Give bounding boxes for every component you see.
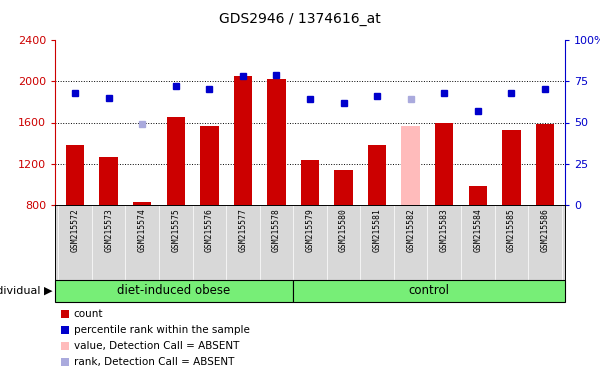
Text: GSM215585: GSM215585 [507,208,516,252]
Text: GSM215574: GSM215574 [138,208,147,252]
Bar [200,126,218,205]
Text: GSM215575: GSM215575 [171,208,180,252]
Bar [133,202,151,205]
Text: GSM215583: GSM215583 [440,208,449,252]
Bar [167,118,185,205]
Text: GSM215578: GSM215578 [272,208,281,252]
Text: GSM215584: GSM215584 [473,208,482,252]
Text: count: count [74,309,103,319]
Text: GDS2946 / 1374616_at: GDS2946 / 1374616_at [219,12,381,26]
Bar [301,160,319,205]
Bar [55,280,293,302]
Bar [401,126,420,205]
Text: value, Detection Call = ABSENT: value, Detection Call = ABSENT [74,341,239,351]
Bar [233,76,252,205]
Text: GSM215582: GSM215582 [406,208,415,252]
Bar [334,170,353,205]
Bar [536,124,554,205]
Text: percentile rank within the sample: percentile rank within the sample [74,325,250,335]
Text: GSM215573: GSM215573 [104,208,113,252]
Text: GSM215581: GSM215581 [373,208,382,252]
Bar [66,145,85,205]
Bar [435,122,454,205]
Bar [469,187,487,205]
Text: rank, Detection Call = ABSENT: rank, Detection Call = ABSENT [74,357,234,367]
Text: individual ▶: individual ▶ [0,286,53,296]
Text: GSM215572: GSM215572 [71,208,80,252]
Bar [502,130,521,205]
Bar [293,280,565,302]
Text: control: control [409,285,449,298]
Text: GSM215576: GSM215576 [205,208,214,252]
Text: GSM215579: GSM215579 [305,208,314,252]
Text: GSM215577: GSM215577 [238,208,247,252]
Bar [100,157,118,205]
Text: GSM215580: GSM215580 [339,208,348,252]
Text: GSM215586: GSM215586 [541,208,550,252]
Text: diet-induced obese: diet-induced obese [118,285,230,298]
Bar [368,145,386,205]
Bar [267,79,286,205]
